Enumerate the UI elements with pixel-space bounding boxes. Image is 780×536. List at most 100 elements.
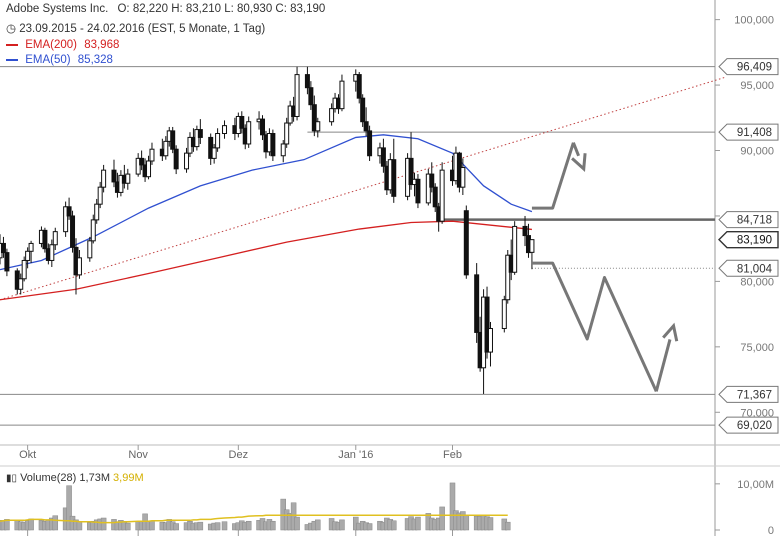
volume-bar [197, 521, 204, 531]
ema50-legend: EMA(50) 85,328 [6, 54, 113, 66]
projection-arrowhead [662, 322, 679, 342]
trendline [0, 76, 726, 301]
candle-body [311, 104, 317, 132]
volume-ma-value: 3,99M [113, 472, 144, 484]
ema50-label: EMA(50) [25, 54, 71, 66]
level-tag-label: 91,408 [737, 127, 772, 139]
volume-bar [339, 519, 345, 531]
candle-body [460, 167, 466, 188]
candle-body [280, 143, 286, 157]
ema200-label: EMA(200) [25, 39, 77, 51]
candle-body [52, 231, 58, 246]
projection-path [531, 142, 575, 210]
candle-body [18, 278, 24, 290]
ema200-swatch [6, 43, 18, 46]
volume-icon: ▮▯ [6, 473, 18, 484]
candle-body [101, 169, 107, 188]
candle-body [173, 148, 179, 170]
volume-bar [294, 516, 300, 531]
candle-body [408, 157, 414, 186]
ema50-line [0, 134, 533, 271]
candle-body [118, 174, 124, 193]
chart-header: Adobe Systems Inc. O: 82,220 H: 83,210 L… [6, 3, 325, 15]
volume-bar [173, 523, 179, 531]
candle-body [391, 159, 397, 197]
candle-body [529, 239, 535, 253]
candle-body [501, 299, 507, 330]
volume-bar [290, 502, 297, 531]
level-tag [718, 259, 779, 277]
current-price-label: 83,190 [737, 235, 772, 247]
candle-body [28, 242, 34, 252]
candle-body [284, 122, 290, 145]
date-range-row: ◷ 23.09.2015 - 24.02.2016 (EST, 5 Monate… [6, 21, 265, 35]
y-tick-label: 95,000 [740, 80, 774, 92]
level-tag [718, 58, 779, 76]
candle-body [512, 225, 518, 273]
volume-bar [270, 520, 276, 531]
candle-body [439, 169, 445, 222]
volume-label: Volume(28) [20, 472, 77, 484]
volume-bar [449, 482, 456, 531]
candle-body [97, 186, 103, 205]
candle-body [308, 87, 314, 106]
candle-body [363, 121, 369, 132]
ema50-swatch [6, 58, 18, 61]
volume-bar [214, 522, 221, 531]
candle-body [474, 274, 480, 333]
volume-tick-label: 0 [768, 525, 774, 536]
volume-bar [100, 517, 107, 531]
volume-bar [52, 515, 59, 531]
candle-body [49, 244, 55, 261]
projection-arrow-shaft [571, 142, 580, 157]
candle-body [197, 129, 203, 138]
candle-body [94, 203, 100, 221]
candle-body [66, 206, 72, 217]
candle-body [25, 250, 31, 261]
candle-body [135, 157, 141, 175]
candle-body [360, 97, 366, 123]
candle-body [463, 210, 469, 276]
y-tick-label: 75,000 [740, 342, 774, 354]
candle-body [76, 257, 82, 276]
candle-body [260, 118, 266, 136]
candle-body [90, 219, 96, 242]
ohlc-readout: O: 82,220 H: 83,210 L: 80,930 C: 83,190 [117, 3, 326, 15]
candle-body [170, 130, 176, 150]
candle-body [315, 121, 321, 132]
candle-body [211, 147, 217, 159]
candle-body [87, 240, 93, 259]
volume-bar [391, 520, 397, 531]
x-tick-label: Jan '16 [338, 449, 373, 461]
volume-bar [125, 522, 131, 531]
volume-bar [66, 485, 72, 531]
volume-tick-label: 10,00M [737, 479, 774, 491]
level-tag-label: 71,367 [737, 389, 772, 401]
y-tick-label: 90,000 [740, 146, 774, 158]
volume-bar [439, 506, 445, 531]
candle-body [432, 186, 438, 208]
candle-body [329, 108, 335, 123]
volume-bar [245, 520, 252, 531]
volume-value: 1,73M [79, 472, 110, 484]
candle-body [429, 173, 435, 188]
level-tag [718, 211, 779, 229]
candle-body [246, 121, 252, 145]
candle-body [163, 140, 169, 157]
level-tag [718, 416, 779, 434]
candle-body [239, 115, 245, 129]
volume-bar [315, 519, 321, 531]
volume-ma-line [0, 514, 508, 524]
projection-arrow-shaft [654, 339, 672, 392]
level-tag-label: 96,409 [737, 62, 772, 74]
candle-body [111, 169, 117, 183]
ema200-value: 83,968 [84, 39, 120, 51]
candle-body [380, 147, 386, 167]
clock-icon: ◷ [6, 23, 17, 35]
date-range: 23.09.2015 - 24.02.2016 (EST, 5 Monate, … [19, 23, 266, 35]
candle-body [42, 229, 48, 250]
candle-body [139, 157, 145, 166]
candle-body [425, 173, 431, 204]
projection-path [531, 261, 658, 392]
